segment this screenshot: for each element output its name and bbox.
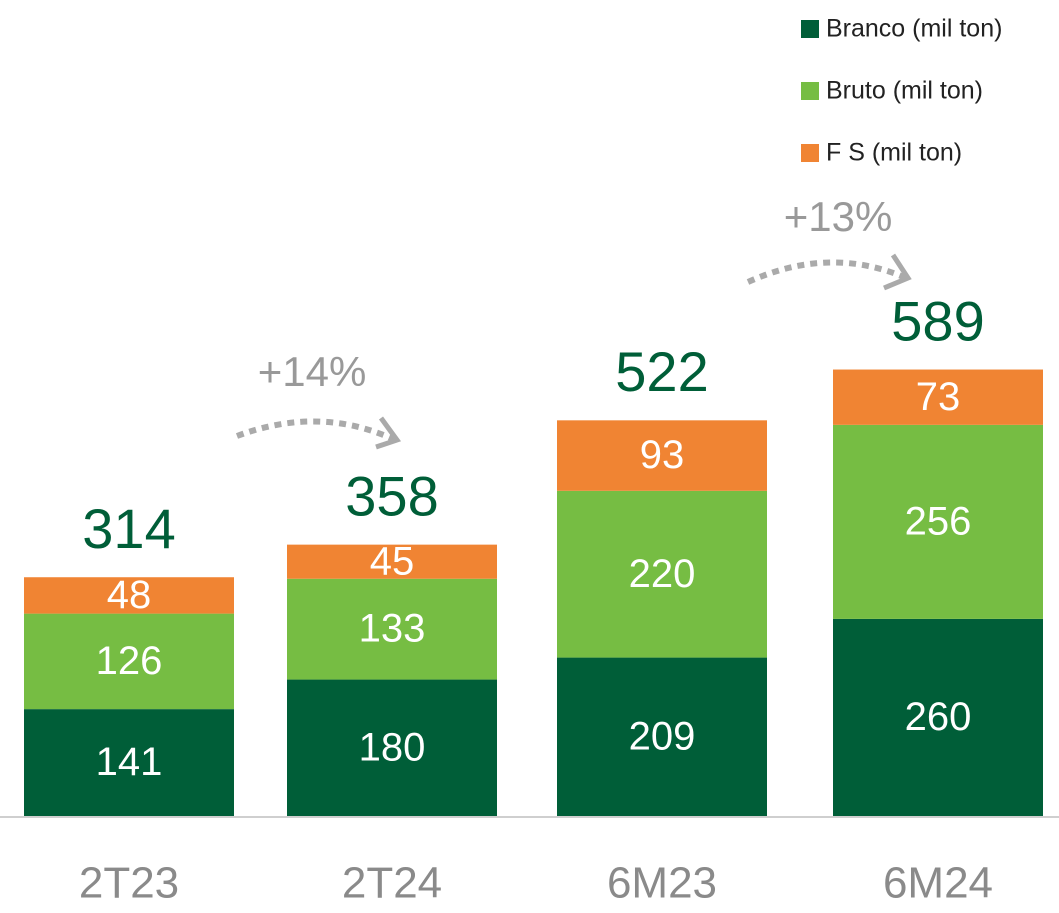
annotation: +13%: [784, 193, 893, 240]
bar-segment: [287, 679, 497, 816]
segment-label: 141: [96, 740, 163, 784]
segment-label: 133: [359, 607, 426, 651]
segment-label: 220: [629, 552, 696, 596]
bar-segment: [557, 657, 767, 816]
segment-label: 126: [96, 639, 163, 683]
total-label: 314: [82, 497, 175, 560]
bar-segment: [557, 420, 767, 491]
legend-swatch: [801, 20, 819, 38]
growth-arrow: [746, 259, 908, 285]
x-tick-label: 2T23: [79, 859, 179, 908]
growth-arrow: [235, 418, 397, 443]
total-label: 522: [615, 340, 708, 403]
x-tick-label: 6M23: [607, 859, 717, 908]
total-label: 589: [891, 289, 984, 352]
legend-label: Branco (mil ton): [826, 15, 1002, 43]
legend-label: Bruto (mil ton): [826, 77, 983, 105]
bar-segment: [287, 578, 497, 680]
segment-label: 180: [359, 725, 426, 769]
bar-segment: [287, 544, 497, 579]
bar-segment: [24, 577, 234, 614]
total-label: 358: [345, 464, 438, 527]
bar-segment: [24, 613, 234, 710]
x-tick-label: 6M24: [883, 859, 993, 908]
segment-label: 45: [370, 539, 415, 583]
legend-swatch: [801, 144, 819, 162]
arrow-head: [883, 253, 912, 291]
bar-segment: [833, 369, 1043, 425]
bar-segment: [833, 424, 1043, 619]
arrow-head: [375, 416, 402, 450]
x-tick-label: 2T24: [342, 859, 442, 908]
segment-label: 73: [916, 375, 961, 419]
bar-segment: [557, 490, 767, 658]
bar-segment: [833, 618, 1043, 816]
annotation: +14%: [258, 348, 367, 395]
bar-segment: [24, 709, 234, 816]
legend-label: F S (mil ton): [826, 139, 962, 167]
segment-label: 93: [640, 433, 685, 477]
segment-label: 260: [905, 695, 972, 739]
legend-swatch: [801, 82, 819, 100]
segment-label: 48: [107, 573, 152, 617]
segment-label: 209: [629, 714, 696, 758]
segment-label: 256: [905, 499, 972, 543]
